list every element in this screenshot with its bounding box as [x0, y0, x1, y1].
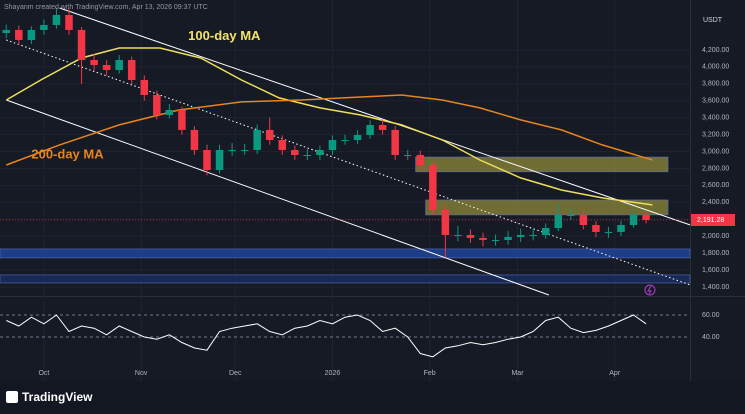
- moving-average: [6, 94, 653, 166]
- candle-body: [165, 109, 174, 115]
- candle-body: [567, 215, 575, 217]
- y-tick-label: 1,800.00: [702, 250, 729, 257]
- caption: Shayanm created with TradingView.com, Ap…: [4, 4, 208, 11]
- candle-body: [2, 29, 11, 34]
- candle-body: [579, 215, 588, 225]
- candle-body: [479, 237, 487, 240]
- candle-body: [429, 164, 437, 211]
- annotation: 200-day MA: [31, 146, 104, 161]
- candle-body: [102, 65, 111, 71]
- last-price-box: [691, 213, 735, 226]
- candle-body: [265, 129, 274, 141]
- candle-body: [203, 149, 211, 170]
- candle-body: [466, 234, 475, 238]
- candle-body: [491, 239, 500, 241]
- candle-body: [353, 135, 362, 141]
- candle-body: [40, 24, 48, 30]
- candle-body: [454, 234, 462, 236]
- x-tick-label: Mar: [511, 370, 524, 377]
- logo-mark: [6, 391, 18, 403]
- y-tick-label: 3,000.00: [702, 148, 729, 155]
- candle-body: [554, 215, 563, 229]
- x-tick-label: 2026: [325, 370, 341, 377]
- alert-circle: [644, 284, 656, 296]
- plot-layer: Oct Nov Dec 2026 Feb Mar Apr 1,400.00 1,600.00 1,…: [0, 0, 735, 381]
- moving-average: [5, 47, 653, 206]
- y-tick-label: 2,600.00: [702, 182, 729, 189]
- y-tick-label: 2,000.00: [702, 233, 729, 240]
- brand-logo: TradingView: [6, 390, 93, 404]
- zone: [425, 199, 669, 216]
- candle-body: [153, 94, 161, 115]
- trendline: [59, 7, 691, 226]
- footer-bar: [0, 381, 745, 414]
- last-price-label: 2,191.28: [697, 217, 724, 224]
- x-tick-label: Apr: [609, 370, 621, 377]
- candle-body: [90, 60, 98, 66]
- candle-body: [178, 109, 186, 130]
- y-tick-label: 1,400.00: [702, 284, 729, 291]
- candle-body: [516, 234, 525, 238]
- zone: [0, 248, 691, 259]
- y-tick-label: 2,400.00: [702, 199, 729, 206]
- y-tick-label: 3,600.00: [702, 98, 729, 105]
- candle-body: [15, 29, 23, 40]
- candle-body: [240, 149, 249, 151]
- candle-body: [77, 29, 86, 61]
- brand: TradingView: [22, 390, 93, 404]
- alert-bolt: [647, 285, 652, 295]
- candle-body: [52, 14, 61, 25]
- y-tick-label: 2,800.00: [702, 165, 729, 172]
- candle-body: [529, 234, 537, 236]
- y-tick-label: 3,800.00: [702, 81, 729, 88]
- x-tick-label: Dec: [229, 370, 242, 377]
- x-tick-label: Feb: [424, 370, 436, 377]
- candle-body: [366, 125, 374, 136]
- currency-label: USDT: [703, 17, 723, 24]
- candle-body: [65, 14, 73, 30]
- x-tick-label: Nov: [135, 370, 148, 377]
- candle-body: [228, 149, 236, 151]
- candle-body: [592, 224, 600, 232]
- candle-body: [604, 231, 613, 233]
- candle-body: [278, 140, 287, 150]
- candle-body: [403, 154, 412, 156]
- candle-body: [617, 224, 625, 232]
- candle-body: [378, 125, 387, 130]
- zone: [415, 156, 669, 173]
- y-tick-label: 1,600.00: [702, 267, 729, 274]
- candle-body: [416, 154, 425, 165]
- candle-body: [504, 237, 512, 240]
- candle-body: [441, 210, 450, 235]
- candle-body: [541, 228, 550, 235]
- y-tick-label: 4,200.00: [702, 47, 729, 54]
- y-tick-label: 3,400.00: [702, 115, 729, 122]
- candle-body: [316, 149, 324, 155]
- candle-body: [215, 149, 224, 170]
- candle-body: [642, 215, 650, 221]
- rsi-tick-label: 60.00: [702, 312, 720, 319]
- candle-body: [127, 60, 136, 80]
- candle-body: [291, 149, 299, 155]
- candle-body: [328, 140, 337, 150]
- candle-body: [303, 154, 312, 156]
- rsi-tick-label: 40.00: [702, 334, 720, 341]
- candle-body: [341, 140, 349, 142]
- candle-body: [115, 60, 123, 71]
- candle-body: [391, 129, 399, 155]
- candle-body: [190, 129, 199, 150]
- x-tick-label: Oct: [38, 370, 49, 377]
- candle-body: [27, 29, 36, 40]
- annotation: 100-day MA: [188, 28, 261, 43]
- alert-icon: [644, 284, 656, 296]
- rsi-line: [6, 314, 647, 358]
- candle-body: [253, 129, 261, 150]
- trendline: [6, 39, 691, 286]
- y-tick-label: 3,200.00: [702, 131, 729, 138]
- y-tick-label: 4,000.00: [702, 64, 729, 71]
- zone: [0, 274, 691, 284]
- candle-body: [140, 79, 149, 95]
